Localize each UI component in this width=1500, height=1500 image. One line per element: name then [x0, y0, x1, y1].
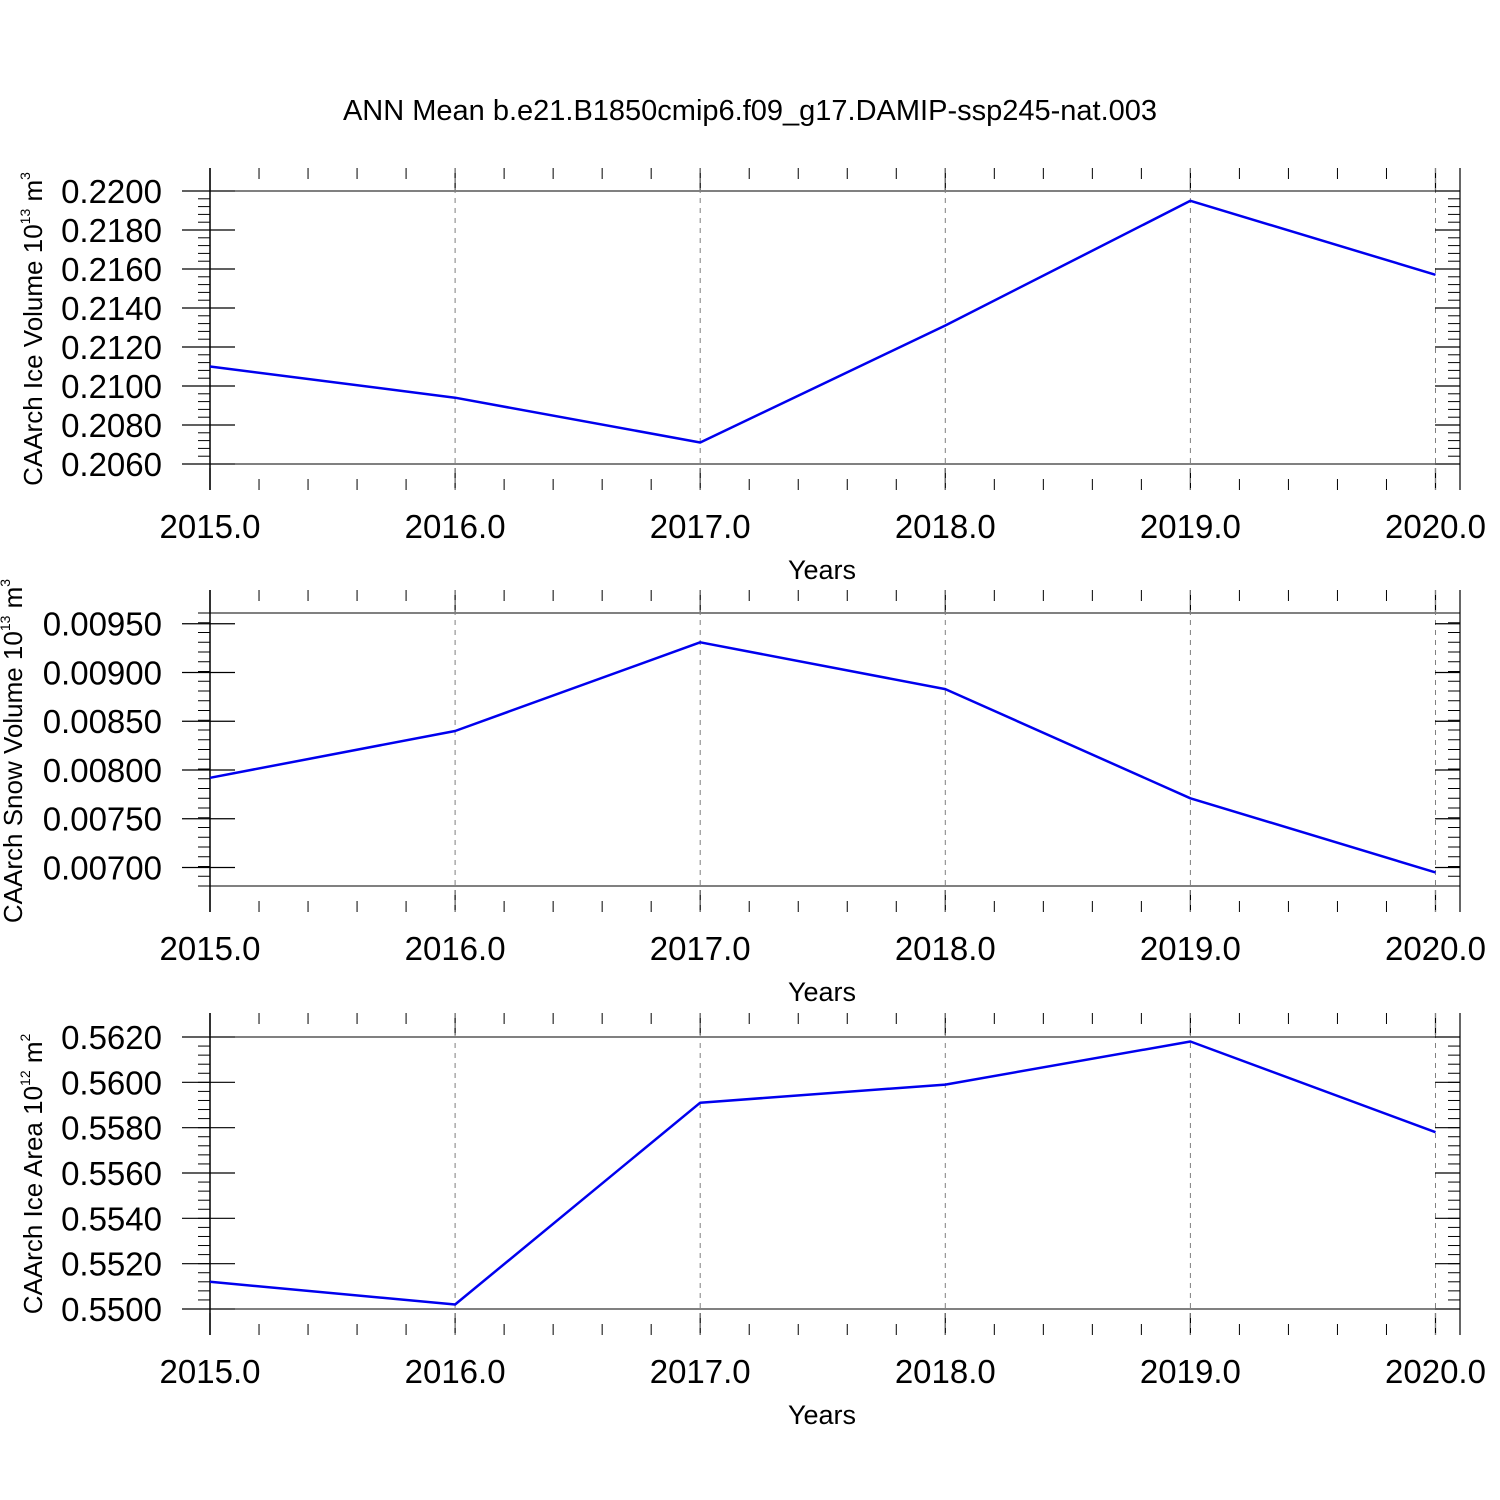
y-axis-label-exponent: 12: [17, 1070, 33, 1086]
y-axis-label-exponent: 13: [0, 615, 13, 631]
x-axis-label: Years: [788, 1400, 856, 1430]
x-tick-label: 2018.0: [895, 930, 996, 967]
y-tick-label: 0.2140: [61, 290, 162, 327]
y-tick-label: 0.00950: [43, 606, 162, 643]
y-tick-label: 0.2180: [61, 212, 162, 249]
figure-title: ANN Mean b.e21.B1850cmip6.f09_g17.DAMIP-…: [343, 95, 1157, 127]
series-line: [209, 1040, 1436, 1306]
y-tick-label: 0.5520: [61, 1246, 162, 1283]
series-line: [209, 199, 1436, 444]
y-tick-label: 0.00800: [43, 752, 162, 789]
y-tick-label: 0.2120: [61, 329, 162, 366]
x-axis-label: Years: [788, 977, 856, 1007]
y-axis-label: CAArch Ice Area 1012 m2: [17, 1033, 48, 1314]
x-tick-label: 2015.0: [160, 1353, 261, 1390]
y-tick-label: 0.5580: [61, 1110, 162, 1147]
y-axis-label: CAArch Ice Volume 1013 m3: [17, 172, 48, 486]
y-axis-label-unit-exponent: 3: [0, 579, 13, 587]
y-tick-label: 0.00700: [43, 849, 162, 886]
y-axis-label-exponent: 13: [17, 209, 33, 225]
x-tick-label: 2015.0: [160, 930, 261, 967]
x-tick-label: 2018.0: [895, 508, 996, 545]
panel-2: 2015.0 2016.0 2017.0 2018.0 2019.0 2020.0 0.00…: [0, 579, 1486, 1007]
x-tick-label: 2020.0: [1385, 1353, 1486, 1390]
panel-1: 2015.0 2016.0 2017.0 2018.0 2019.0 2020.0 0.20…: [17, 168, 1486, 585]
x-tick-label: 2016.0: [405, 508, 506, 545]
x-tick-label: 2016.0: [405, 930, 506, 967]
x-tick-label: 2016.0: [405, 1353, 506, 1390]
x-tick-label: 2019.0: [1140, 930, 1241, 967]
y-tick-label: 0.5600: [61, 1064, 162, 1101]
y-axis-label-text: CAArch Ice Area 10: [18, 1086, 48, 1314]
x-tick-label: 2019.0: [1140, 508, 1241, 545]
series-line: [209, 641, 1436, 874]
y-tick-label: 0.00900: [43, 654, 162, 691]
x-tick-label: 2017.0: [650, 1353, 751, 1390]
y-axis-label-unit-exponent: 3: [17, 172, 33, 180]
x-tick-label: 2015.0: [160, 508, 261, 545]
y-tick-label: 0.2100: [61, 368, 162, 405]
y-tick-label: 0.2080: [61, 407, 162, 444]
y-axis-label-unit: m: [18, 180, 48, 209]
y-tick-label: 0.00850: [43, 703, 162, 740]
panel-3: 2015.0 2016.0 2017.0 2018.0 2019.0 2020.0 0.55…: [17, 1013, 1486, 1430]
x-tick-label: 2019.0: [1140, 1353, 1241, 1390]
panels: 2015.0 2016.0 2017.0 2018.0 2019.0 2020.0 0.20…: [0, 168, 1486, 1430]
y-tick-label: 0.5560: [61, 1155, 162, 1192]
x-tick-label: 2017.0: [650, 508, 751, 545]
x-axis-label: Years: [788, 555, 856, 585]
y-tick-label: 0.5500: [61, 1291, 162, 1328]
y-tick-label: 0.00750: [43, 801, 162, 838]
y-tick-label: 0.2060: [61, 446, 162, 483]
y-axis-label-unit: m: [18, 1041, 48, 1070]
y-tick-label: 0.2200: [61, 173, 162, 210]
y-axis-label-text: CAArch Snow Volume 10: [0, 631, 28, 923]
x-tick-label: 2017.0: [650, 930, 751, 967]
y-axis-label-text: CAArch Ice Volume 10: [18, 224, 48, 486]
y-axis-label: CAArch Snow Volume 1013 m3: [0, 579, 28, 923]
y-tick-label: 0.5620: [61, 1019, 162, 1056]
x-tick-label: 2018.0: [895, 1353, 996, 1390]
y-tick-label: 0.5540: [61, 1200, 162, 1237]
y-axis-label-unit-exponent: 2: [17, 1033, 33, 1041]
y-tick-label: 0.2160: [61, 251, 162, 288]
x-tick-label: 2020.0: [1385, 930, 1486, 967]
x-tick-label: 2020.0: [1385, 508, 1486, 545]
y-axis-label-unit: m: [0, 587, 28, 616]
